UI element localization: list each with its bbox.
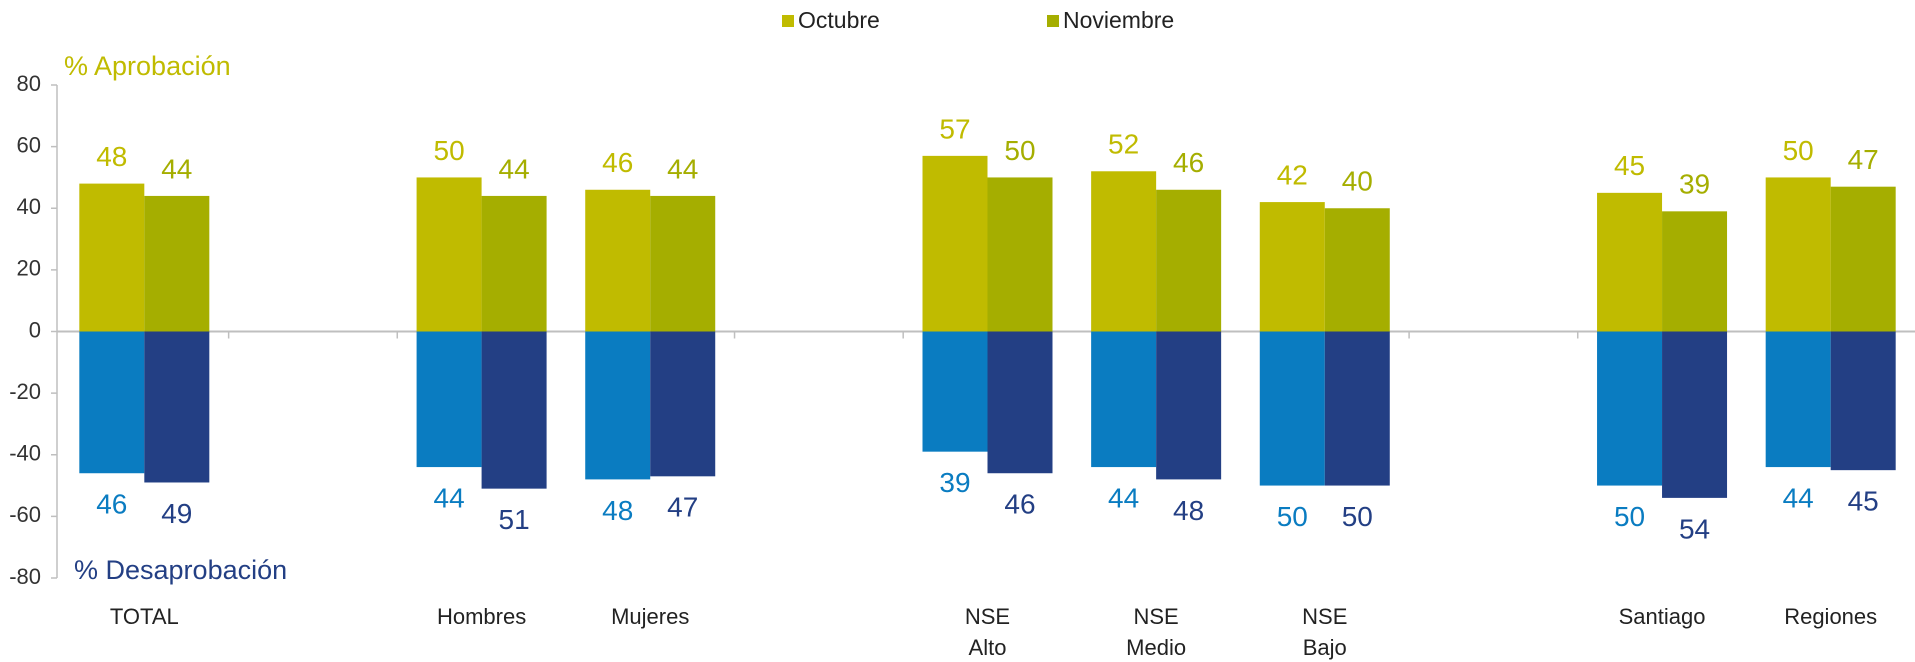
- value-label: 48: [96, 141, 127, 172]
- bar: [1156, 189, 1222, 332]
- y-tick-label: 40: [17, 194, 41, 219]
- bar: [416, 331, 482, 468]
- y-tick-label: -60: [9, 502, 41, 527]
- value-label: 51: [499, 504, 530, 535]
- bar: [1597, 192, 1663, 332]
- x-tick-label: NSE Bajo: [1302, 604, 1347, 660]
- bar: [481, 331, 547, 489]
- value-label: 50: [1342, 501, 1373, 532]
- value-label: 45: [1848, 486, 1879, 517]
- bar: [1324, 208, 1390, 332]
- value-label: 48: [602, 495, 633, 526]
- value-label: 44: [499, 153, 530, 184]
- value-label: 49: [161, 498, 192, 529]
- y-tick-label: -40: [9, 441, 41, 466]
- bar: [1597, 331, 1663, 486]
- value-label: 42: [1277, 159, 1308, 190]
- value-label: 46: [1004, 489, 1035, 520]
- value-label: 52: [1108, 129, 1139, 160]
- value-label: 50: [434, 135, 465, 166]
- y-tick-label: -80: [9, 564, 41, 589]
- bar: [1662, 331, 1728, 498]
- x-tick-label: Mujeres: [611, 604, 689, 629]
- legend-swatch: [782, 15, 794, 27]
- bar: [1830, 186, 1896, 332]
- value-label: 44: [434, 482, 465, 513]
- value-label: 40: [1342, 166, 1373, 197]
- legend-swatch: [1047, 15, 1059, 27]
- bar: [650, 195, 716, 332]
- value-label: 50: [1277, 501, 1308, 532]
- bar: [987, 177, 1053, 332]
- bar: [1156, 331, 1222, 480]
- value-label: 50: [1004, 135, 1035, 166]
- bar: [1765, 331, 1831, 468]
- value-label: 39: [939, 467, 970, 498]
- value-label: 44: [1783, 482, 1814, 513]
- x-tick-label: NSE Alto: [965, 604, 1010, 660]
- x-tick-label: Hombres: [437, 604, 526, 629]
- bar: [79, 331, 145, 474]
- bar: [416, 177, 482, 332]
- legend-label: Noviembre: [1063, 7, 1174, 33]
- value-label: 46: [96, 489, 127, 520]
- bar: [144, 331, 210, 483]
- x-tick-label: Santiago: [1619, 604, 1706, 629]
- y-tick-label: 0: [29, 317, 41, 342]
- bar: [1259, 202, 1325, 332]
- value-label: 50: [1614, 501, 1645, 532]
- y-tick-label: 80: [17, 71, 41, 96]
- value-label: 47: [667, 492, 698, 523]
- x-tick-label: NSE Medio: [1126, 604, 1186, 660]
- disapproval-label: % Desaprobación: [74, 555, 287, 585]
- bar: [481, 195, 547, 332]
- value-label: 44: [667, 153, 698, 184]
- x-tick-label: TOTAL: [110, 604, 179, 629]
- value-label: 48: [1173, 495, 1204, 526]
- value-label: 54: [1679, 513, 1710, 544]
- value-label: 46: [1173, 147, 1204, 178]
- bar: [1765, 177, 1831, 332]
- bar: [922, 155, 988, 332]
- value-label: 57: [939, 113, 970, 144]
- value-label: 46: [602, 147, 633, 178]
- legend-label: Octubre: [798, 7, 880, 33]
- bar: [987, 331, 1053, 474]
- approval-label: % Aprobación: [64, 51, 231, 81]
- value-label: 47: [1848, 144, 1879, 175]
- legend: Octubre Noviembre: [782, 7, 1174, 33]
- value-label: 50: [1783, 135, 1814, 166]
- bar: [1324, 331, 1390, 486]
- value-label: 45: [1614, 150, 1645, 181]
- bar: [585, 331, 651, 480]
- bar: [1259, 331, 1325, 486]
- bar: [1091, 331, 1157, 468]
- y-tick-label: 20: [17, 256, 41, 281]
- bar: [585, 189, 651, 332]
- bar: [1662, 211, 1728, 332]
- value-label: 44: [1108, 482, 1139, 513]
- x-tick-label: Regiones: [1784, 604, 1877, 629]
- bar: [144, 195, 210, 332]
- bar: [922, 331, 988, 452]
- bar: [1091, 171, 1157, 332]
- y-tick-label: 60: [17, 132, 41, 157]
- bar: [79, 183, 145, 332]
- y-tick-label: -20: [9, 379, 41, 404]
- bar: [1830, 331, 1896, 471]
- value-label: 44: [161, 153, 192, 184]
- bar: [650, 331, 716, 477]
- value-label: 39: [1679, 169, 1710, 200]
